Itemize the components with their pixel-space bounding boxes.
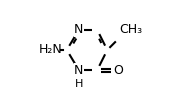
Text: H₂N: H₂N xyxy=(39,43,63,56)
Text: CH₃: CH₃ xyxy=(119,23,142,36)
Text: O: O xyxy=(113,64,123,77)
Text: N: N xyxy=(74,23,84,36)
Text: N: N xyxy=(74,64,84,77)
Text: H: H xyxy=(75,79,83,89)
